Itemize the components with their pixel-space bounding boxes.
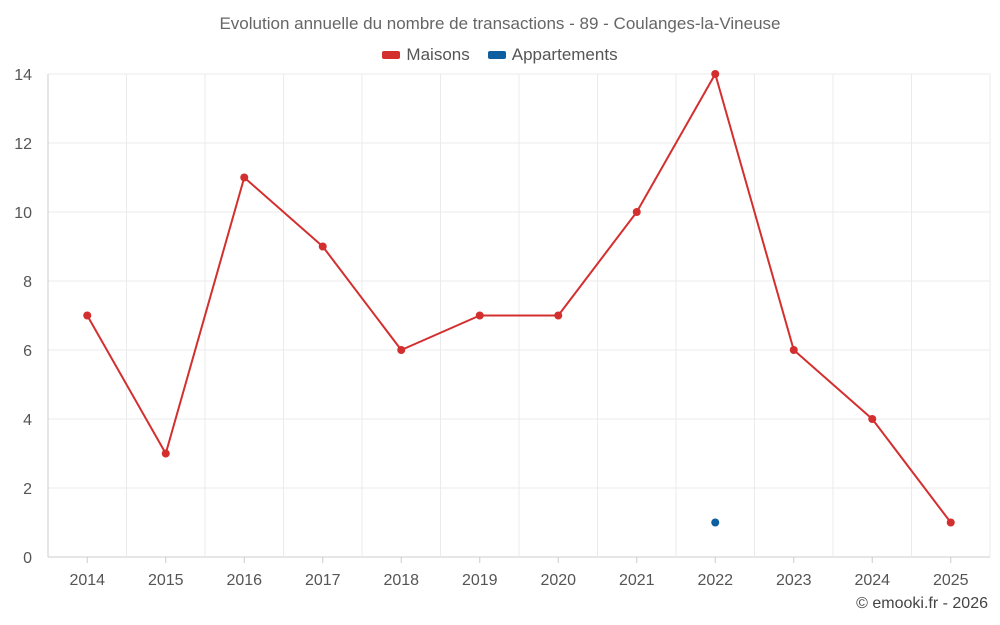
chart-title: Evolution annuelle du nombre de transact… xyxy=(219,14,781,33)
series-maisons-point xyxy=(397,346,406,354)
series-maisons-segment xyxy=(635,73,717,213)
y-tick-label: 10 xyxy=(14,205,32,222)
y-tick-label: 0 xyxy=(23,550,32,567)
legend-swatch-appartements xyxy=(487,51,506,59)
y-tick-label: 8 xyxy=(23,274,32,291)
series-appartements-point xyxy=(711,518,720,527)
credit-text: © emooki.fr - 2026 xyxy=(856,595,988,612)
legend-swatch-maisons xyxy=(382,51,401,59)
x-tick-label: 2021 xyxy=(619,572,655,589)
series-maisons-segment xyxy=(714,73,795,351)
series-maisons-point xyxy=(946,518,955,527)
series-maisons-point xyxy=(632,208,641,216)
x-tick-label: 2018 xyxy=(383,572,419,589)
series-maisons-point xyxy=(161,449,170,458)
x-tick-label: 2019 xyxy=(462,572,498,589)
series-maisons-point xyxy=(83,311,92,320)
x-tick-label: 2015 xyxy=(148,572,184,589)
legend-label-appartements: Appartements xyxy=(511,45,618,64)
series-maisons-segment xyxy=(400,314,481,351)
x-tick-label: 2020 xyxy=(540,572,576,589)
x-tick-label: 2023 xyxy=(776,572,812,589)
y-tick-label: 2 xyxy=(23,481,32,498)
x-tick-label: 2025 xyxy=(933,572,969,589)
y-tick-label: 6 xyxy=(23,343,32,360)
x-tick-label: 2014 xyxy=(69,572,105,589)
legend-item-maisons[interactable]: Maisons xyxy=(382,45,470,65)
series-maisons-segment xyxy=(321,245,403,351)
series-maisons-point xyxy=(318,242,327,251)
x-tick-label: 2016 xyxy=(226,572,262,589)
series-maisons-point xyxy=(711,70,720,78)
series-maisons-point xyxy=(475,311,484,320)
series-maisons-point xyxy=(554,311,563,320)
x-tick-label: 2017 xyxy=(305,572,341,589)
legend-item-appartements[interactable]: Appartements xyxy=(487,45,618,65)
y-tick-label: 4 xyxy=(23,412,32,429)
series-maisons-segment xyxy=(871,418,952,524)
x-tick-label: 2022 xyxy=(697,572,733,589)
series-maisons-point xyxy=(868,415,877,423)
series-maisons-segment xyxy=(793,349,873,420)
y-tick-label: 14 xyxy=(14,67,32,84)
x-tick-label: 2024 xyxy=(854,572,890,589)
series-maisons-segment xyxy=(86,315,167,454)
series-maisons-segment xyxy=(164,177,246,454)
legend: Maisons Appartements xyxy=(0,45,1000,65)
y-tick-label: 12 xyxy=(14,136,32,153)
series-maisons-segment xyxy=(557,211,638,317)
series-maisons-point xyxy=(789,346,798,354)
series-maisons-point xyxy=(240,173,249,182)
legend-label-maisons: Maisons xyxy=(406,45,470,64)
series-maisons-segment xyxy=(243,176,324,248)
